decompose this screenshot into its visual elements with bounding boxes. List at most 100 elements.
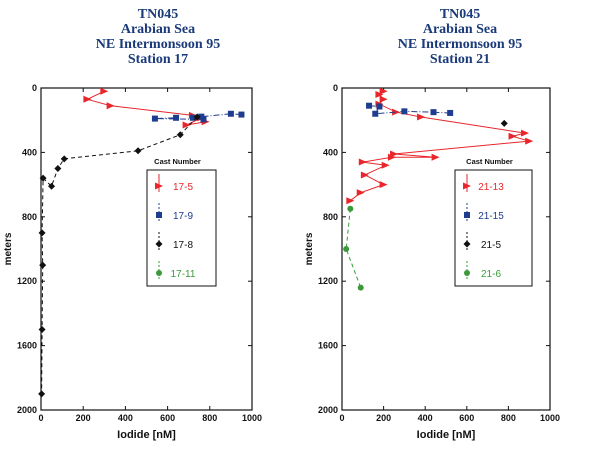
chart-2-ytick-label-5: 2000	[318, 405, 338, 415]
chart-1-series-17-8-point-3	[60, 155, 68, 163]
chart-1-ytick-label-3: 1200	[17, 276, 37, 286]
chart-2-title-line-3: NE Intermonsoon 95	[397, 37, 523, 52]
chart-2-series-21-5	[500, 119, 508, 127]
chart-2-legend-label-21-5: 21-5	[481, 240, 501, 251]
chart-1-series-17-8	[38, 113, 201, 398]
chart-2-legend-marker-21-6	[464, 270, 470, 276]
chart-2-title-line-2: Arabian Sea	[422, 22, 498, 37]
chart-1-series-17-5	[83, 87, 210, 129]
chart-2-ytick-label-3: 1200	[318, 276, 338, 286]
chart-2-xtick-label-4: 800	[501, 413, 516, 423]
chart-2-ytick-label-4: 1600	[318, 341, 338, 351]
chart-1-title-line-3: NE Intermonsoon 95	[95, 37, 221, 52]
chart-2-title: TN045 Arabian Sea NE Intermonsoon 95 Sta…	[360, 7, 560, 67]
chart-2-series-21-13-point-4	[392, 108, 401, 116]
chart-1-series-17-5-line	[85, 90, 208, 126]
chart-2-plot-frame	[341, 87, 551, 411]
chart-1-series-17-8-point-4	[54, 165, 62, 172]
chart-1-series-17-9-point-5	[151, 115, 158, 122]
chart-1-series-17-9-point-1	[227, 110, 234, 117]
chart-1-series-17-5-point-1	[83, 95, 92, 103]
chart-2-legend-label-21-6: 21-6	[481, 269, 501, 280]
chart-1-series-17-5-point-2	[106, 102, 115, 110]
chart-2-xtick-label-0: 0	[339, 413, 344, 423]
chart-2-legend-marker-21-13	[463, 182, 471, 190]
chart-2-series-21-13-point-7	[508, 132, 517, 140]
chart-2-series-21-13-point-8	[525, 137, 534, 145]
chart-1-y-axis-label: meters	[3, 232, 14, 265]
chart-2-legend-marker-21-5	[463, 240, 471, 248]
chart-1-series-17-9-point-4	[200, 116, 207, 123]
chart-2-legend-box	[454, 169, 533, 287]
chart-2-xtick-label-2: 400	[418, 413, 433, 423]
chart-1-series-17-8-point-0	[193, 113, 201, 121]
chart-2-y-axis-label: meters	[304, 232, 315, 265]
chart-2-series-21-13-point-15	[379, 181, 388, 189]
chart-1-title-line-2: Arabian Sea	[120, 22, 196, 37]
chart-2-legend-label-21-15: 21-15	[478, 211, 504, 222]
chart-1-ytick-label-0: 0	[32, 83, 37, 93]
chart-2-series-21-13-point-13	[381, 161, 390, 169]
chart-2-series-21-13-point-12	[358, 158, 367, 166]
chart-1-xtick-label-1: 200	[76, 413, 91, 423]
chart-1-xtick-label-3: 600	[160, 413, 175, 423]
chart-1-ytick-label-1: 400	[22, 147, 37, 157]
chart-1-title-line-4: Station 17	[127, 52, 189, 67]
chart-1-series-17-9	[151, 110, 245, 123]
chart-2-title-line-4: Station 21	[429, 52, 491, 67]
chart-1-series-17-8-point-9	[38, 326, 46, 333]
chart-1-legend-label-17-11: 17-11	[171, 269, 196, 280]
chart-2-legend: Cast Number 21-13 21-15 21-5 21-6	[454, 157, 533, 287]
chart-2-series-21-6-point-1	[343, 246, 350, 252]
chart-2-series-21-6-point-0	[347, 205, 354, 212]
chart-1-series-17-8-point-6	[39, 174, 47, 182]
chart-2-xtick-label-3: 600	[459, 413, 474, 423]
chart-1-xtick-label-0: 0	[38, 413, 43, 423]
chart-2-series-21-13-point-2	[379, 95, 388, 103]
chart-1-legend: Cast Number 17-5 17-9 17-8 17-11	[146, 157, 217, 287]
chart-1-series-17-8-point-10	[38, 390, 46, 398]
chart-1-series-17-9-point-0	[238, 111, 245, 118]
chart-2-series-21-13-point-0	[379, 87, 388, 95]
chart-1-ytick-label-2: 800	[22, 212, 37, 222]
chart-2-xtick-label-5: 1000	[540, 413, 560, 423]
chart-1-series-17-8-point-7	[38, 229, 46, 237]
chart-2-series-21-13-point-6	[521, 129, 530, 137]
chart-1-legend-label-17-9: 17-9	[173, 211, 193, 222]
chart-2-series-21-13-point-10	[431, 153, 440, 161]
chart-1-series-17-5-point-0	[100, 87, 109, 95]
chart-2-series-21-13-point-17	[346, 197, 355, 205]
chart-1-xtick-label-4: 800	[202, 413, 217, 423]
chart-1-series-17-8-point-8	[39, 261, 47, 269]
chart-2-series-21-15-point-4	[430, 109, 437, 116]
chart-1-series-17-9-point-3	[189, 114, 196, 121]
chart-2-x-axis-label: Iodide [nM]	[417, 429, 476, 441]
chart-1-series-17-8-point-1	[176, 131, 184, 139]
chart-1-ytick-label-4: 1600	[17, 341, 37, 351]
chart-2-xtick-label-1: 200	[376, 413, 391, 423]
chart-1-legend-marker-17-11	[156, 270, 162, 276]
chart-1-series-17-9-point-6	[173, 114, 180, 121]
chart-1-ytick-label-5: 2000	[17, 405, 37, 415]
chart-1-series-17-8-point-2	[134, 147, 142, 155]
chart-2-title-line-1: TN045	[439, 7, 481, 22]
chart-1-legend-title: Cast Number	[154, 157, 201, 166]
chart-2-ytick-label-0: 0	[333, 83, 338, 93]
chart-1-title: TN045 Arabian Sea NE Intermonsoon 95 Sta…	[58, 7, 258, 67]
chart-2-series-21-15	[366, 102, 454, 117]
chart-1-series-17-5-point-5	[182, 121, 191, 129]
chart-2-series-21-13-point-5	[417, 113, 426, 121]
chart-1-series-17-8-line	[41, 116, 198, 394]
chart-2-series-21-6	[343, 205, 364, 291]
chart-2-series-21-15-point-2	[372, 110, 379, 117]
chart-2-ytick-label-1: 400	[323, 147, 338, 157]
chart-1-title-line-1: TN045	[137, 7, 179, 22]
chart-1-legend-marker-17-8	[155, 240, 163, 248]
chart-2-series-21-5-point-0	[500, 119, 508, 127]
chart-2-ytick-label-2: 800	[323, 212, 338, 222]
chart-1-legend-label-17-5: 17-5	[173, 182, 193, 193]
chart-1-legend-marker-17-5	[155, 182, 163, 190]
chart-2-series-21-15-point-0	[366, 102, 373, 109]
